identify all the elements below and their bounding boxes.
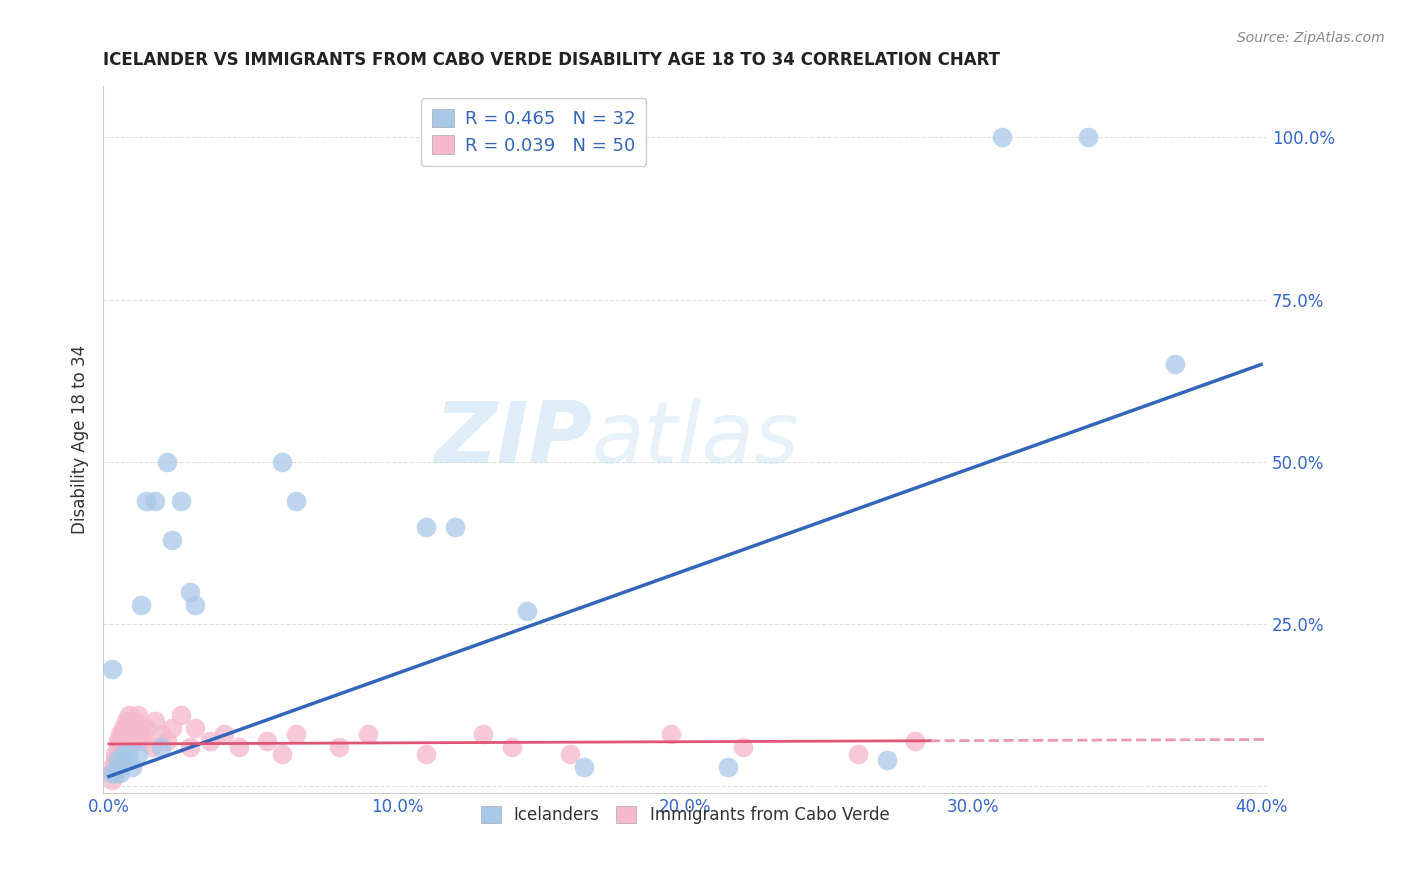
Point: [149, 740, 172, 755]
Point: [184, 721, 207, 735]
Point: [501, 740, 523, 755]
Point: [572, 760, 595, 774]
Point: [170, 707, 193, 722]
Point: [110, 733, 132, 747]
Point: [516, 604, 538, 618]
Point: [121, 760, 143, 774]
Point: [135, 493, 157, 508]
Point: [107, 753, 129, 767]
Point: [179, 584, 201, 599]
Point: [112, 721, 135, 735]
Point: [118, 727, 141, 741]
Point: [149, 727, 172, 741]
Point: [104, 753, 127, 767]
Point: [228, 740, 250, 755]
Text: atlas: atlas: [592, 398, 800, 481]
Point: [876, 753, 898, 767]
Point: [127, 733, 149, 747]
Point: [112, 753, 135, 767]
Point: [115, 753, 138, 767]
Point: [107, 760, 129, 774]
Point: [112, 740, 135, 755]
Point: [558, 747, 581, 761]
Y-axis label: Disability Age 18 to 34: Disability Age 18 to 34: [72, 344, 89, 533]
Point: [124, 714, 146, 729]
Point: [129, 598, 152, 612]
Point: [285, 727, 308, 741]
Point: [100, 766, 122, 780]
Point: [107, 740, 129, 755]
Point: [904, 733, 927, 747]
Point: [110, 727, 132, 741]
Text: ICELANDER VS IMMIGRANTS FROM CABO VERDE DISABILITY AGE 18 TO 34 CORRELATION CHAR: ICELANDER VS IMMIGRANTS FROM CABO VERDE …: [103, 51, 1000, 69]
Point: [659, 727, 682, 741]
Text: ZIP: ZIP: [434, 398, 592, 481]
Point: [179, 740, 201, 755]
Point: [118, 747, 141, 761]
Point: [127, 747, 149, 761]
Point: [127, 707, 149, 722]
Point: [107, 733, 129, 747]
Point: [104, 747, 127, 761]
Point: [107, 747, 129, 761]
Point: [135, 721, 157, 735]
Point: [717, 760, 740, 774]
Point: [270, 747, 292, 761]
Point: [212, 727, 235, 741]
Point: [132, 733, 155, 747]
Point: [846, 747, 869, 761]
Point: [357, 727, 380, 741]
Point: [104, 766, 127, 780]
Point: [118, 707, 141, 722]
Point: [415, 747, 437, 761]
Point: [100, 760, 122, 774]
Point: [415, 519, 437, 533]
Point: [162, 533, 184, 547]
Point: [991, 130, 1014, 145]
Point: [100, 662, 122, 676]
Point: [328, 740, 350, 755]
Point: [100, 772, 122, 787]
Point: [112, 747, 135, 761]
Point: [184, 598, 207, 612]
Point: [198, 733, 221, 747]
Point: [115, 721, 138, 735]
Legend: Icelanders, Immigrants from Cabo Verde: Icelanders, Immigrants from Cabo Verde: [471, 796, 900, 834]
Point: [443, 519, 465, 533]
Point: [110, 766, 132, 780]
Point: [1164, 358, 1187, 372]
Point: [129, 727, 152, 741]
Text: Source: ZipAtlas.com: Source: ZipAtlas.com: [1237, 31, 1385, 45]
Point: [143, 714, 166, 729]
Point: [170, 493, 193, 508]
Point: [141, 740, 163, 755]
Point: [731, 740, 754, 755]
Point: [104, 760, 127, 774]
Point: [155, 455, 177, 469]
Point: [256, 733, 278, 747]
Point: [285, 493, 308, 508]
Point: [270, 455, 292, 469]
Point: [1077, 130, 1099, 145]
Point: [100, 766, 122, 780]
Point: [162, 721, 184, 735]
Point: [121, 721, 143, 735]
Point: [143, 493, 166, 508]
Point: [115, 714, 138, 729]
Point: [112, 727, 135, 741]
Point: [104, 766, 127, 780]
Point: [472, 727, 495, 741]
Point: [155, 733, 177, 747]
